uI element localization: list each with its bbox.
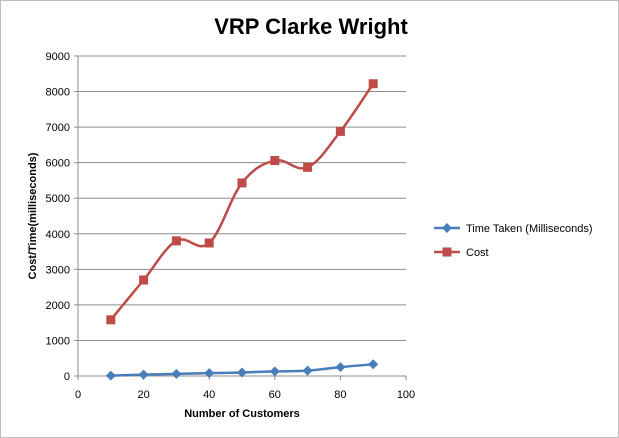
y-tick-label: 2000 [46, 300, 70, 312]
y-tick-label: 9000 [46, 51, 70, 63]
legend-item: Time Taken (Milliseconds) [434, 223, 593, 235]
series-group [105, 79, 379, 381]
y-tick-label: 8000 [46, 87, 70, 99]
x-tick-label: 20 [137, 389, 149, 401]
y-axis-label: Cost/Time(milliseconds) [27, 152, 39, 279]
x-axis-label: Number of Customers [184, 408, 300, 420]
x-tick-label: 100 [397, 389, 415, 401]
gridlines [78, 55, 406, 341]
series-time-taken [105, 359, 379, 381]
x-tick-label: 80 [334, 389, 346, 401]
legend-marker [442, 247, 452, 257]
data-point [204, 238, 214, 248]
data-point [171, 368, 182, 379]
data-point [204, 368, 215, 379]
data-point [237, 178, 247, 188]
chart-title: VRP Clarke Wright [214, 14, 408, 39]
data-point [269, 366, 280, 377]
y-tick-label: 5000 [46, 193, 70, 205]
y-tick-label: 6000 [46, 158, 70, 170]
legend-item: Cost [434, 247, 489, 259]
legend-marker [442, 223, 452, 233]
data-point [302, 365, 313, 376]
series-line [109, 83, 375, 321]
y-tick-label: 3000 [46, 264, 70, 276]
data-point [237, 367, 247, 378]
data-point [138, 369, 149, 380]
data-point [171, 236, 181, 246]
data-point [105, 370, 116, 381]
y-tick-label: 7000 [46, 122, 70, 134]
data-point [139, 275, 149, 285]
data-point [335, 126, 345, 136]
data-point [106, 315, 116, 325]
tick-labels: 0 1000 2000 3000 4000 5000 6000 7000 8000 9000 0 20… [46, 51, 416, 401]
x-tick-label: 40 [203, 389, 215, 401]
data-point [303, 162, 313, 172]
legend: Time Taken (Milliseconds) Cost [434, 223, 593, 259]
axes [74, 55, 407, 380]
legend-label: Cost [466, 247, 489, 259]
y-tick-label: 4000 [46, 229, 70, 241]
x-tick-label: 60 [269, 389, 281, 401]
data-point [270, 156, 280, 166]
y-tick-label: 0 [64, 371, 70, 383]
series-cost [106, 79, 378, 325]
y-tick-label: 1000 [46, 335, 70, 347]
data-point [335, 362, 346, 373]
data-point [368, 79, 378, 89]
data-point [368, 359, 379, 370]
legend-label: Time Taken (Milliseconds) [466, 223, 593, 235]
x-tick-label: 0 [75, 389, 81, 401]
